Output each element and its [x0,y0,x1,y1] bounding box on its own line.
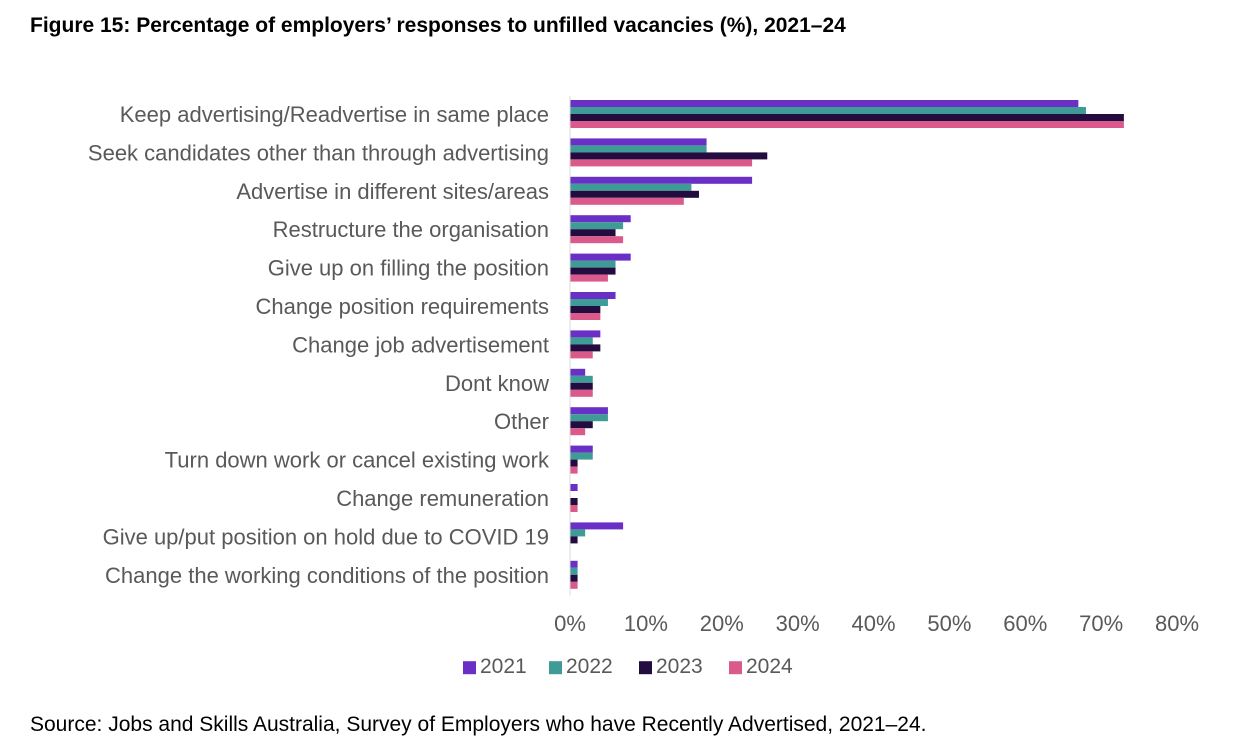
category-label: Change the working conditions of the pos… [105,563,549,588]
category-label: Change remuneration [336,486,549,511]
category-label: Turn down work or cancel existing work [165,448,550,473]
legend-label-2021: 2021 [480,655,527,678]
x-tick-label: 0% [554,611,586,636]
bar-2021 [570,560,578,568]
legend-label-2024: 2024 [746,655,793,678]
bar-2022 [570,222,624,230]
legend-label-2023: 2023 [656,655,703,678]
bar-2024 [570,274,608,282]
x-tick-label: 30% [776,611,820,636]
bar-2022 [570,183,692,191]
bar-2021 [570,445,593,453]
bar-2023 [570,267,616,275]
bar-2024 [570,505,578,512]
bar-2023 [570,498,578,505]
x-tick-label: 40% [851,611,895,636]
source-note: Source: Jobs and Skills Australia, Surve… [30,713,927,736]
category-label: Keep advertising/Readvertise in same pla… [120,102,549,127]
bar-2021 [570,215,631,223]
legend-label-2022: 2022 [566,655,613,678]
bar-2022 [570,337,593,345]
bar-2024 [570,121,1124,128]
category-label: Other [494,409,549,434]
bar-2023 [570,459,578,467]
bar-2022 [570,375,593,383]
bar-2023 [570,344,601,352]
bar-2022 [570,145,707,153]
x-tick-label: 70% [1079,611,1123,636]
bar-2022 [570,260,616,268]
legend-swatch-2021 [463,661,476,675]
bar-2021 [570,100,1079,107]
x-tick-label: 10% [624,611,668,636]
category-label: Dont know [445,371,549,396]
category-labels: Keep advertising/Readvertise in same pla… [88,102,550,588]
bar-2023 [570,306,601,313]
bar-2023 [570,114,1124,121]
bar-2023 [570,152,768,160]
category-label: Seek candidates other than through adver… [88,140,549,165]
category-label: Change job advertisement [292,332,549,357]
bar-2024 [570,581,578,589]
legend-swatch-2023 [639,661,652,675]
legend-swatch-2024 [729,661,742,675]
bar-2021 [570,484,578,491]
bar-2021 [570,292,616,299]
bar-2021 [570,138,707,146]
bar-2023 [570,421,593,429]
category-label: Advertise in different sites/areas [236,179,549,204]
bar-2021 [570,368,586,376]
bar-2024 [570,313,601,320]
bar-2022 [570,107,1086,114]
x-axis-ticks: 0% 10% 20% 30% 40% 50% 60% 70% 80% [554,611,1199,636]
bars [570,100,1124,589]
x-tick-label: 80% [1155,611,1199,636]
bar-2024 [570,428,586,436]
bar-2024 [570,197,684,205]
bar-2021 [570,407,608,415]
bar-2023 [570,574,578,582]
bar-2024 [570,389,593,397]
bar-2024 [570,466,578,474]
bar-2022 [570,529,586,537]
bar-2021 [570,330,601,338]
bar-2023 [570,229,616,237]
legend-swatch-2022 [549,661,562,675]
bar-2022 [570,414,608,422]
bar-2022 [570,452,593,460]
bar-2022 [570,299,608,306]
bar-2022 [570,567,578,575]
legend: 2021 2022 2023 2024 [463,655,793,678]
bar-chart: Keep advertising/Readvertise in same pla… [88,96,1199,678]
category-label: Give up/put position on hold due to COVI… [103,524,549,549]
x-tick-label: 60% [1003,611,1047,636]
bar-2021 [570,176,753,184]
x-tick-label: 50% [927,611,971,636]
x-tick-label: 20% [700,611,744,636]
bar-2023 [570,536,578,544]
bar-2023 [570,190,699,198]
bar-2021 [570,522,624,530]
bar-2021 [570,253,631,261]
chart-title: Figure 15: Percentage of employers’ resp… [30,14,846,37]
bar-2024 [570,351,593,359]
bar-2023 [570,382,593,390]
category-label: Restructure the organisation [273,217,549,242]
category-label: Change position requirements [255,294,549,319]
bar-2024 [570,236,624,244]
category-label: Give up on filling the position [268,256,549,281]
bar-2024 [570,159,753,167]
